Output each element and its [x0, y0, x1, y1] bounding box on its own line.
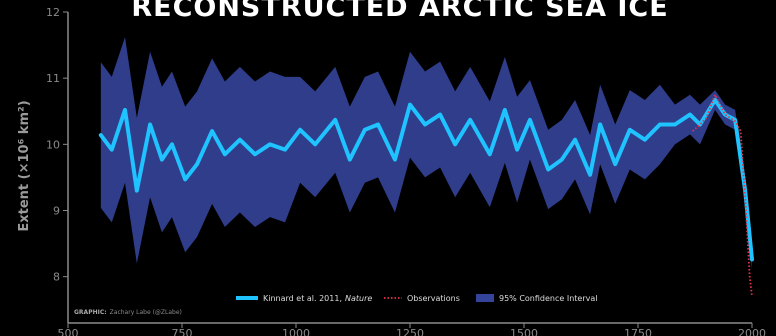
x-tick-label: 2000 — [738, 327, 766, 336]
y-tick-label: 8 — [53, 271, 60, 284]
legend-name: Kinnard et al. 2011, — [263, 294, 342, 303]
legend-swatch-band — [476, 294, 494, 302]
y-tick-label: 10 — [46, 138, 60, 151]
chart-title: RECONSTRUCTED ARCTIC SEA ICE — [131, 0, 668, 23]
y-tick-label: 11 — [46, 72, 60, 85]
credit: GRAPHIC: Zachary Labe (@ZLabe) — [74, 309, 182, 316]
y-tick-label: 12 — [46, 6, 60, 19]
credit-name: Zachary Labe (@ZLabe) — [110, 309, 182, 316]
legend-label: Observations — [407, 294, 460, 303]
x-tick-label: 1000 — [282, 327, 310, 336]
observations-line — [692, 92, 753, 297]
legend-label: 95% Confidence Interval — [499, 294, 597, 303]
legend-label: Kinnard et al. 2011, Nature — [263, 294, 372, 303]
x-tick-label: 1750 — [624, 327, 652, 336]
credit-label: GRAPHIC: — [74, 309, 107, 316]
y-tick-label: 9 — [53, 205, 60, 218]
x-tick-label: 750 — [172, 327, 193, 336]
reconstruction-line — [98, 98, 754, 262]
x-tick-label: 500 — [58, 327, 79, 336]
x-tick-label: 1500 — [510, 327, 538, 336]
legend-emphasis: Nature — [345, 294, 372, 303]
confidence-band — [100, 37, 752, 270]
y-axis-label: Extent (×10⁶ km²) — [17, 100, 32, 231]
x-tick-label: 1250 — [396, 327, 424, 336]
